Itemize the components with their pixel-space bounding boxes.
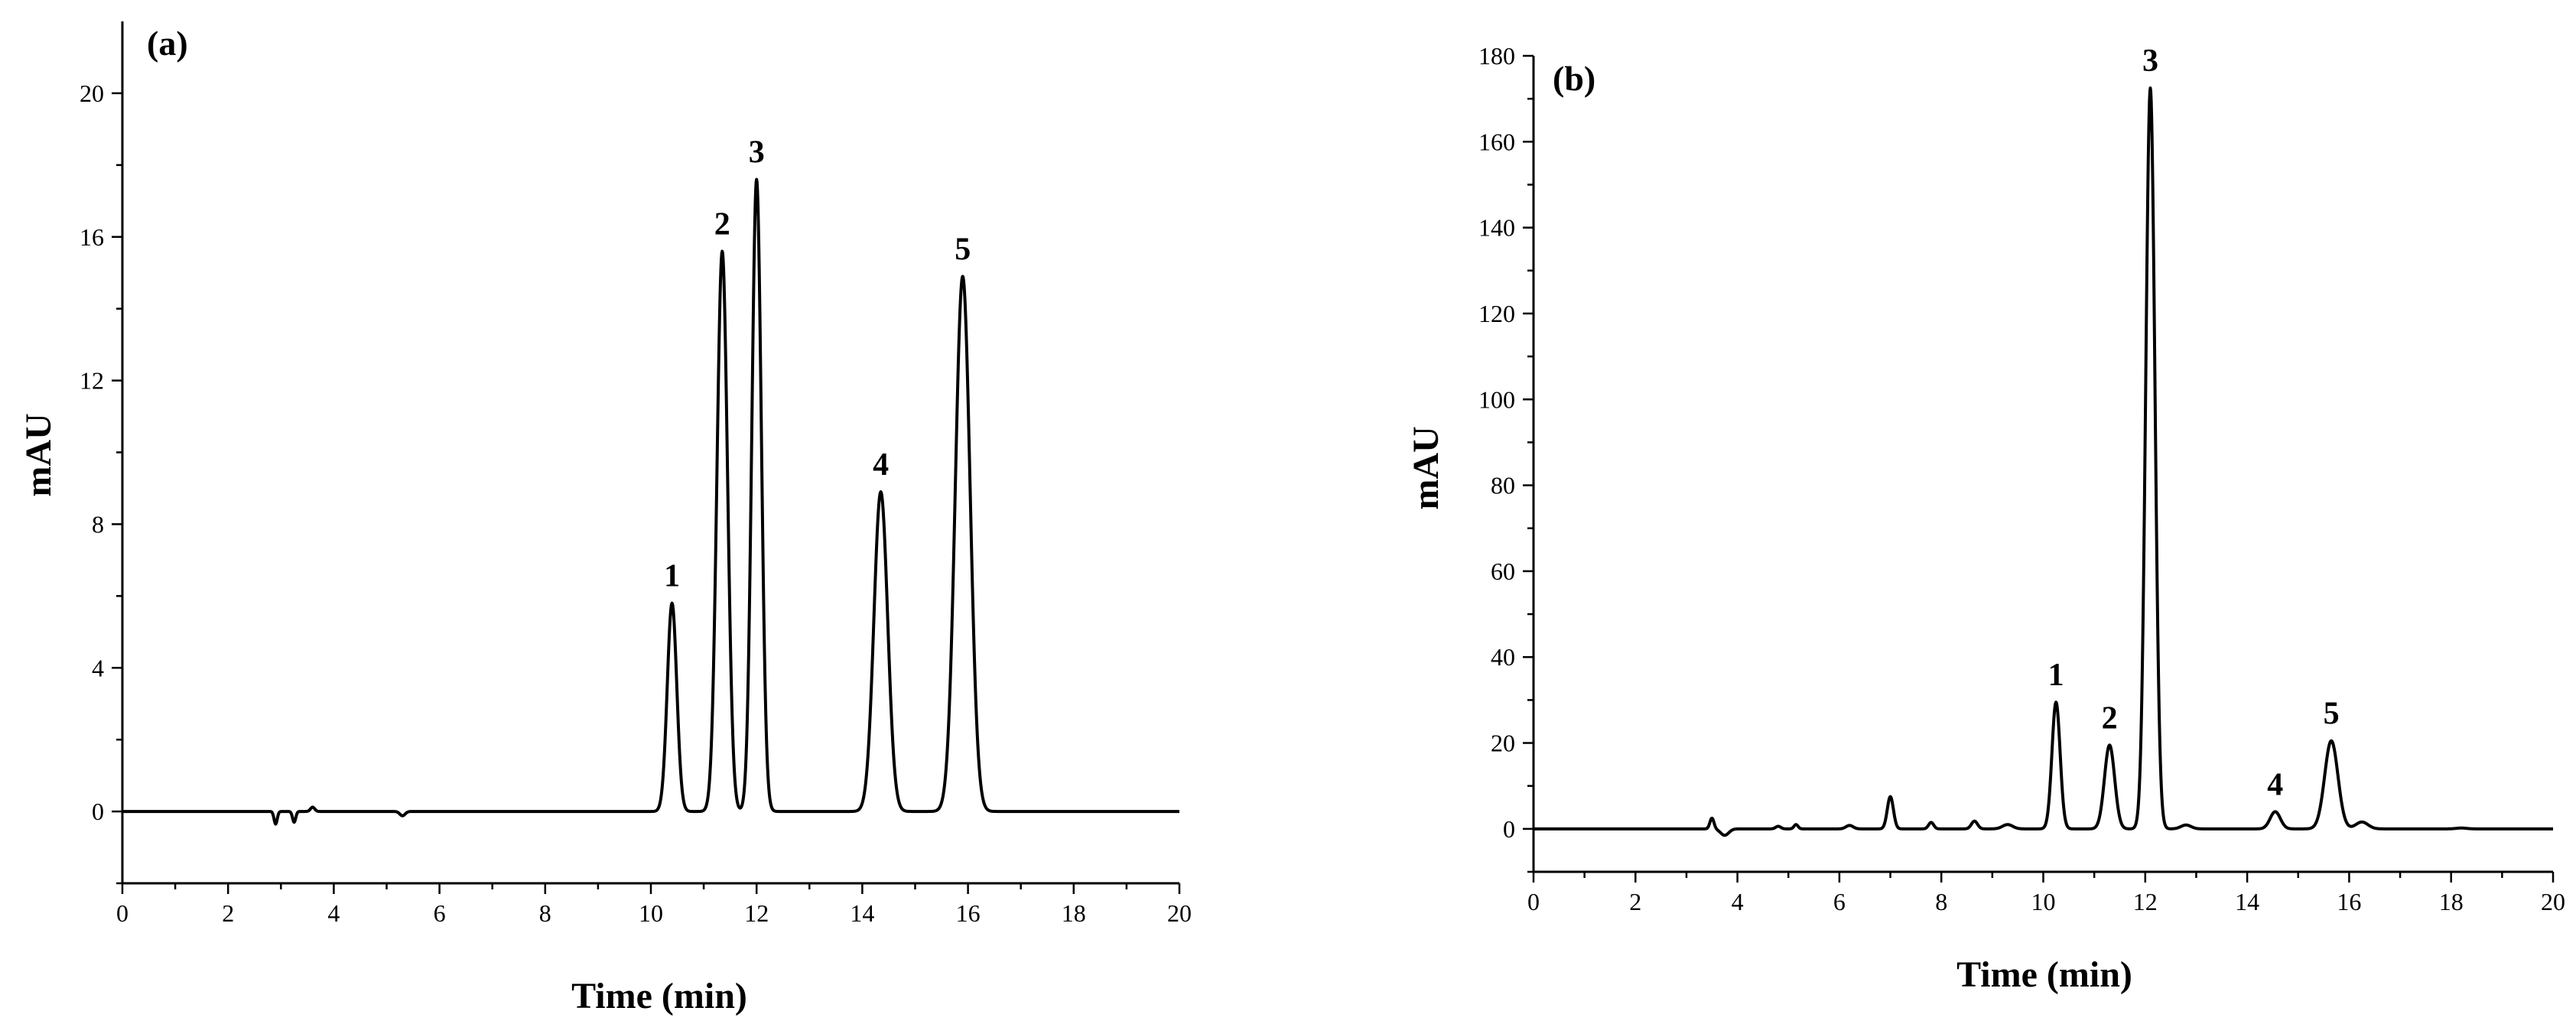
y-tick-label: 120 bbox=[1478, 300, 1515, 327]
panel-label: (a) bbox=[147, 24, 188, 63]
y-tick-label: 180 bbox=[1478, 42, 1515, 70]
y-tick-label: 20 bbox=[80, 80, 104, 107]
x-tick-label: 18 bbox=[2439, 888, 2464, 915]
peak-label: 5 bbox=[955, 232, 971, 267]
x-tick-label: 14 bbox=[2235, 888, 2259, 915]
y-axis-title: mAU bbox=[18, 413, 59, 496]
x-tick-label: 10 bbox=[2031, 888, 2056, 915]
x-tick-label: 12 bbox=[744, 899, 769, 927]
peak-label: 1 bbox=[664, 559, 680, 594]
x-axis-title: Time (min) bbox=[571, 976, 747, 1016]
x-tick-label: 0 bbox=[116, 899, 128, 927]
x-tick-label: 10 bbox=[639, 899, 663, 927]
y-tick-label: 160 bbox=[1478, 128, 1515, 155]
y-tick-label: 60 bbox=[1491, 558, 1515, 585]
x-tick-label: 14 bbox=[850, 899, 874, 927]
peak-label: 4 bbox=[2267, 767, 2283, 802]
x-tick-label: 20 bbox=[1167, 899, 1192, 927]
x-tick-label: 6 bbox=[434, 899, 446, 927]
peak-label: 3 bbox=[749, 135, 765, 171]
x-tick-label: 4 bbox=[327, 899, 340, 927]
x-tick-label: 12 bbox=[2133, 888, 2158, 915]
y-tick-label: 12 bbox=[80, 367, 104, 395]
peak-label: 2 bbox=[714, 207, 730, 242]
x-tick-label: 6 bbox=[1833, 888, 1846, 915]
chart-panel-a: (a) Time (min) mAU 0 2 4 6 8 10 12 14 16 18 200481… bbox=[18, 21, 1192, 1016]
x-tick-label: 8 bbox=[539, 899, 551, 927]
chromatogram-trace bbox=[121, 177, 1181, 826]
peak-label: 3 bbox=[2142, 44, 2158, 79]
x-tick-label: 2 bbox=[222, 899, 234, 927]
panel-label: (b) bbox=[1553, 59, 1595, 98]
y-tick-label: 8 bbox=[92, 510, 104, 538]
y-axis-title: mAU bbox=[1406, 426, 1446, 509]
y-tick-label: 16 bbox=[80, 223, 104, 251]
x-tick-label: 4 bbox=[1732, 888, 1744, 915]
peak-label: 4 bbox=[873, 447, 889, 483]
peak-label: 2 bbox=[2102, 701, 2118, 736]
peak-label: 5 bbox=[2324, 697, 2340, 732]
x-tick-label: 16 bbox=[956, 899, 981, 927]
x-axis-title: Time (min) bbox=[1956, 954, 2132, 995]
y-tick-label: 20 bbox=[1491, 730, 1515, 757]
chromatogram-trace bbox=[1532, 86, 2555, 837]
x-tick-label: 8 bbox=[1935, 888, 1947, 915]
y-tick-label: 0 bbox=[92, 798, 104, 825]
peak-label: 1 bbox=[2048, 658, 2064, 693]
chart-panel-b: (b) Time (min) mAU 0 2 4 6 8 10 12 14 16 18 200204… bbox=[1406, 42, 2565, 995]
y-tick-label: 40 bbox=[1491, 643, 1515, 671]
x-tick-label: 18 bbox=[1062, 899, 1086, 927]
y-tick-label: 4 bbox=[92, 654, 104, 681]
y-tick-label: 100 bbox=[1478, 385, 1515, 413]
y-tick-label: 0 bbox=[1503, 815, 1515, 843]
x-tick-label: 20 bbox=[2541, 888, 2565, 915]
y-tick-label: 140 bbox=[1478, 214, 1515, 242]
x-tick-label: 2 bbox=[1629, 888, 1641, 915]
x-tick-label: 16 bbox=[2337, 888, 2361, 915]
x-tick-label: 0 bbox=[1527, 888, 1540, 915]
y-tick-label: 80 bbox=[1491, 472, 1515, 499]
